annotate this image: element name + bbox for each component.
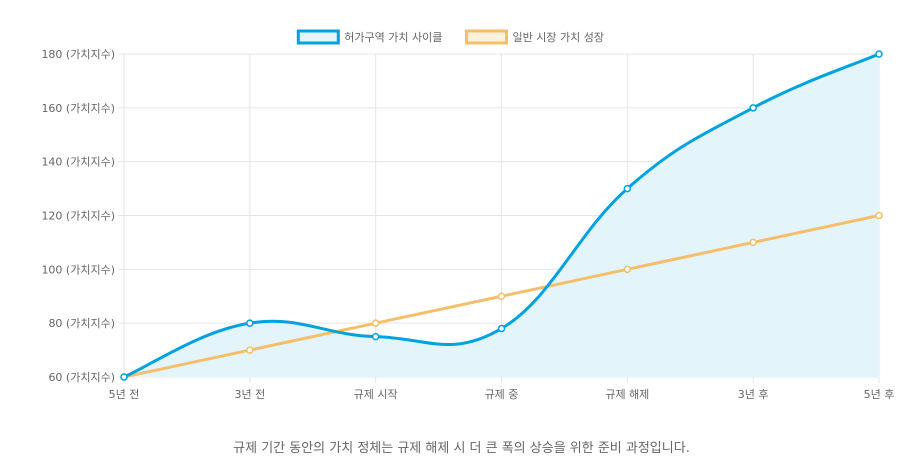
- legend-label-1: 일반 시장 가치 성장: [513, 30, 604, 44]
- chart-caption: 규제 기간 동안의 가치 정체는 규제 해제 시 더 큰 폭의 상승을 위한 준…: [233, 441, 690, 456]
- y-tick-label: 160 (가치지수): [41, 102, 115, 115]
- data-point: [246, 319, 254, 327]
- y-tick-label: 100 (가치지수): [41, 263, 115, 276]
- x-tick-label: 규제 중: [485, 388, 519, 401]
- x-tick-label: 3년 후: [738, 388, 769, 401]
- data-point: [497, 292, 506, 300]
- data-point: [749, 238, 757, 247]
- data-point: [623, 265, 632, 274]
- line-chart: 60 (가치지수) 80 (가치지수) 100 (가치지수) 120 (가치지수) 14…: [41, 29, 895, 401]
- data-point: [246, 346, 254, 354]
- data-point: [875, 211, 883, 220]
- y-tick-label: 180 (가치지수): [41, 48, 115, 61]
- y-tick-label: 80 (가치지수): [48, 317, 115, 330]
- data-point: [497, 324, 506, 333]
- series-area-0: [124, 54, 879, 377]
- x-tick-label: 규제 시작: [354, 388, 398, 401]
- data-point: [120, 373, 128, 381]
- data-point: [749, 104, 757, 112]
- legend-swatch-1: [465, 29, 508, 45]
- legend-swatch-0: [296, 29, 340, 45]
- data-point: [623, 184, 632, 193]
- x-tick-label: 5년 후: [864, 388, 895, 401]
- x-tick-label: 규제 해제: [605, 387, 649, 401]
- x-tick-label: 3년 전: [234, 388, 265, 401]
- y-tick-label: 140 (가치지수): [41, 156, 115, 169]
- y-tick-label: 120 (가치지수): [41, 210, 115, 223]
- x-tick-label: 5년 전: [109, 388, 140, 401]
- y-tick-label: 60 (가치지수): [48, 371, 115, 384]
- data-point: [371, 319, 380, 327]
- data-point: [875, 50, 883, 58]
- data-point: [371, 332, 380, 341]
- legend-label-0: 허가구역 가치 사이클: [344, 31, 442, 44]
